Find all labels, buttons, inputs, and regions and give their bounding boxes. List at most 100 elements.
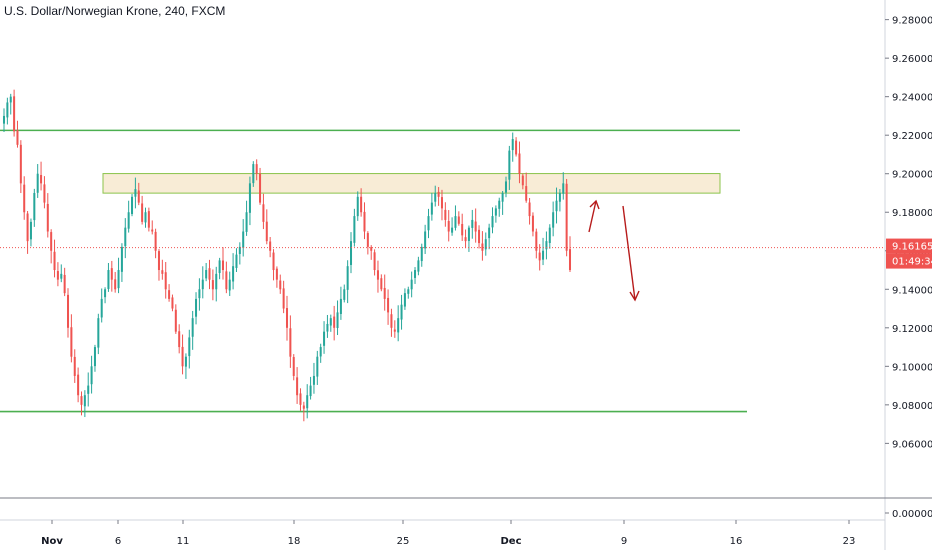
candle-body [164, 272, 167, 290]
candle-body [282, 288, 285, 309]
candle-body [16, 130, 19, 145]
candle-body [390, 314, 393, 328]
up-arrow-head[interactable] [589, 199, 600, 210]
time-tick-label: 16 [730, 536, 743, 547]
candle-body [356, 196, 359, 217]
candle-body [67, 294, 70, 328]
candle-body [107, 270, 110, 289]
candle-body [252, 164, 255, 184]
candle-body [467, 227, 470, 241]
candle-body [481, 243, 484, 251]
price-tick-label: 9.18000 [892, 208, 932, 219]
candle-body [63, 274, 66, 294]
candle-body [417, 260, 420, 272]
candle-body [275, 268, 278, 280]
candle-body [538, 252, 541, 261]
candle-body [97, 318, 100, 348]
candle-body [131, 196, 134, 215]
candle-body [77, 374, 80, 396]
candle-body [70, 327, 73, 357]
candle-body [339, 298, 342, 314]
candle-body [397, 318, 400, 333]
candle-body [36, 173, 39, 193]
candle-body [23, 184, 26, 213]
horizontal-levels[interactable] [0, 129, 747, 413]
candle-body [124, 227, 127, 247]
down-arrow-head[interactable] [629, 290, 640, 302]
candle-body [168, 290, 171, 299]
candle-body [414, 270, 417, 278]
price-tick-label: 9.14000 [892, 285, 932, 296]
candle-body [242, 231, 245, 248]
candle-body [26, 213, 29, 242]
candle-body [9, 96, 12, 103]
candle-body [501, 192, 504, 202]
candle-body [504, 181, 507, 193]
candle-body [494, 208, 497, 216]
candle-body [73, 356, 76, 376]
candle-body [13, 96, 16, 132]
candle-body [104, 289, 107, 298]
down-arrow-shaft[interactable] [622, 205, 636, 301]
price-tick-label: 0.00000 [892, 509, 932, 520]
candle-body [279, 280, 282, 290]
candle-body [424, 231, 427, 249]
candle-body [80, 396, 83, 405]
candle-body [201, 279, 204, 290]
candle-body [393, 329, 396, 332]
time-tick-label: 25 [397, 536, 410, 547]
candle-body [171, 297, 174, 309]
candle-body [235, 254, 238, 268]
price-tag-countdown-bg [886, 253, 932, 269]
candle-body [191, 318, 194, 337]
candle-body [265, 221, 268, 242]
candle-body [420, 246, 423, 262]
candle-body [440, 197, 443, 209]
candle-body [376, 270, 379, 280]
candle-body [141, 203, 144, 222]
candle-body [46, 203, 49, 232]
candle-body [528, 202, 531, 217]
supply-zone-rect[interactable] [102, 173, 721, 194]
price-tag: 9.16165 01:49:34 [886, 238, 932, 269]
candle-body [151, 229, 154, 232]
candle-body [326, 323, 329, 332]
candle-body [87, 385, 90, 394]
arrow-annotations[interactable] [588, 199, 640, 302]
candle-body [548, 227, 551, 244]
candle-body [400, 304, 403, 320]
supply-zone[interactable] [102, 173, 721, 194]
candle-body [353, 216, 356, 243]
price-tick-label: 9.28000 [892, 16, 932, 27]
candle-body [508, 150, 511, 180]
candle-body [333, 316, 336, 328]
candle-body [299, 393, 302, 405]
candle-body [205, 270, 208, 279]
candle-body [296, 377, 299, 396]
candle-body [60, 273, 63, 279]
candle-body [292, 357, 295, 376]
candle-body [535, 231, 538, 251]
candle-body [478, 229, 481, 244]
time-tick-label: 9 [621, 536, 627, 547]
candle-body [403, 293, 406, 307]
candle-body [211, 280, 214, 290]
candle-body [558, 192, 561, 202]
candle-body [56, 271, 59, 280]
candle-body [221, 260, 224, 271]
candle-body [117, 270, 120, 289]
candle-body [259, 173, 262, 203]
candle-body [289, 328, 292, 357]
candle-body [464, 237, 467, 242]
candle-body [542, 250, 545, 260]
up-arrow-shaft[interactable] [588, 200, 597, 233]
candle-body [407, 289, 410, 294]
candle-body [309, 385, 312, 397]
candle-body [181, 346, 184, 367]
time-axis[interactable]: Nov 6 11 18 25 Dec 9 16 23 [41, 520, 855, 547]
candle-body [120, 246, 123, 272]
price-tick-label: 9.22000 [892, 131, 932, 142]
candle-body [255, 164, 258, 174]
candle-body [316, 356, 319, 377]
